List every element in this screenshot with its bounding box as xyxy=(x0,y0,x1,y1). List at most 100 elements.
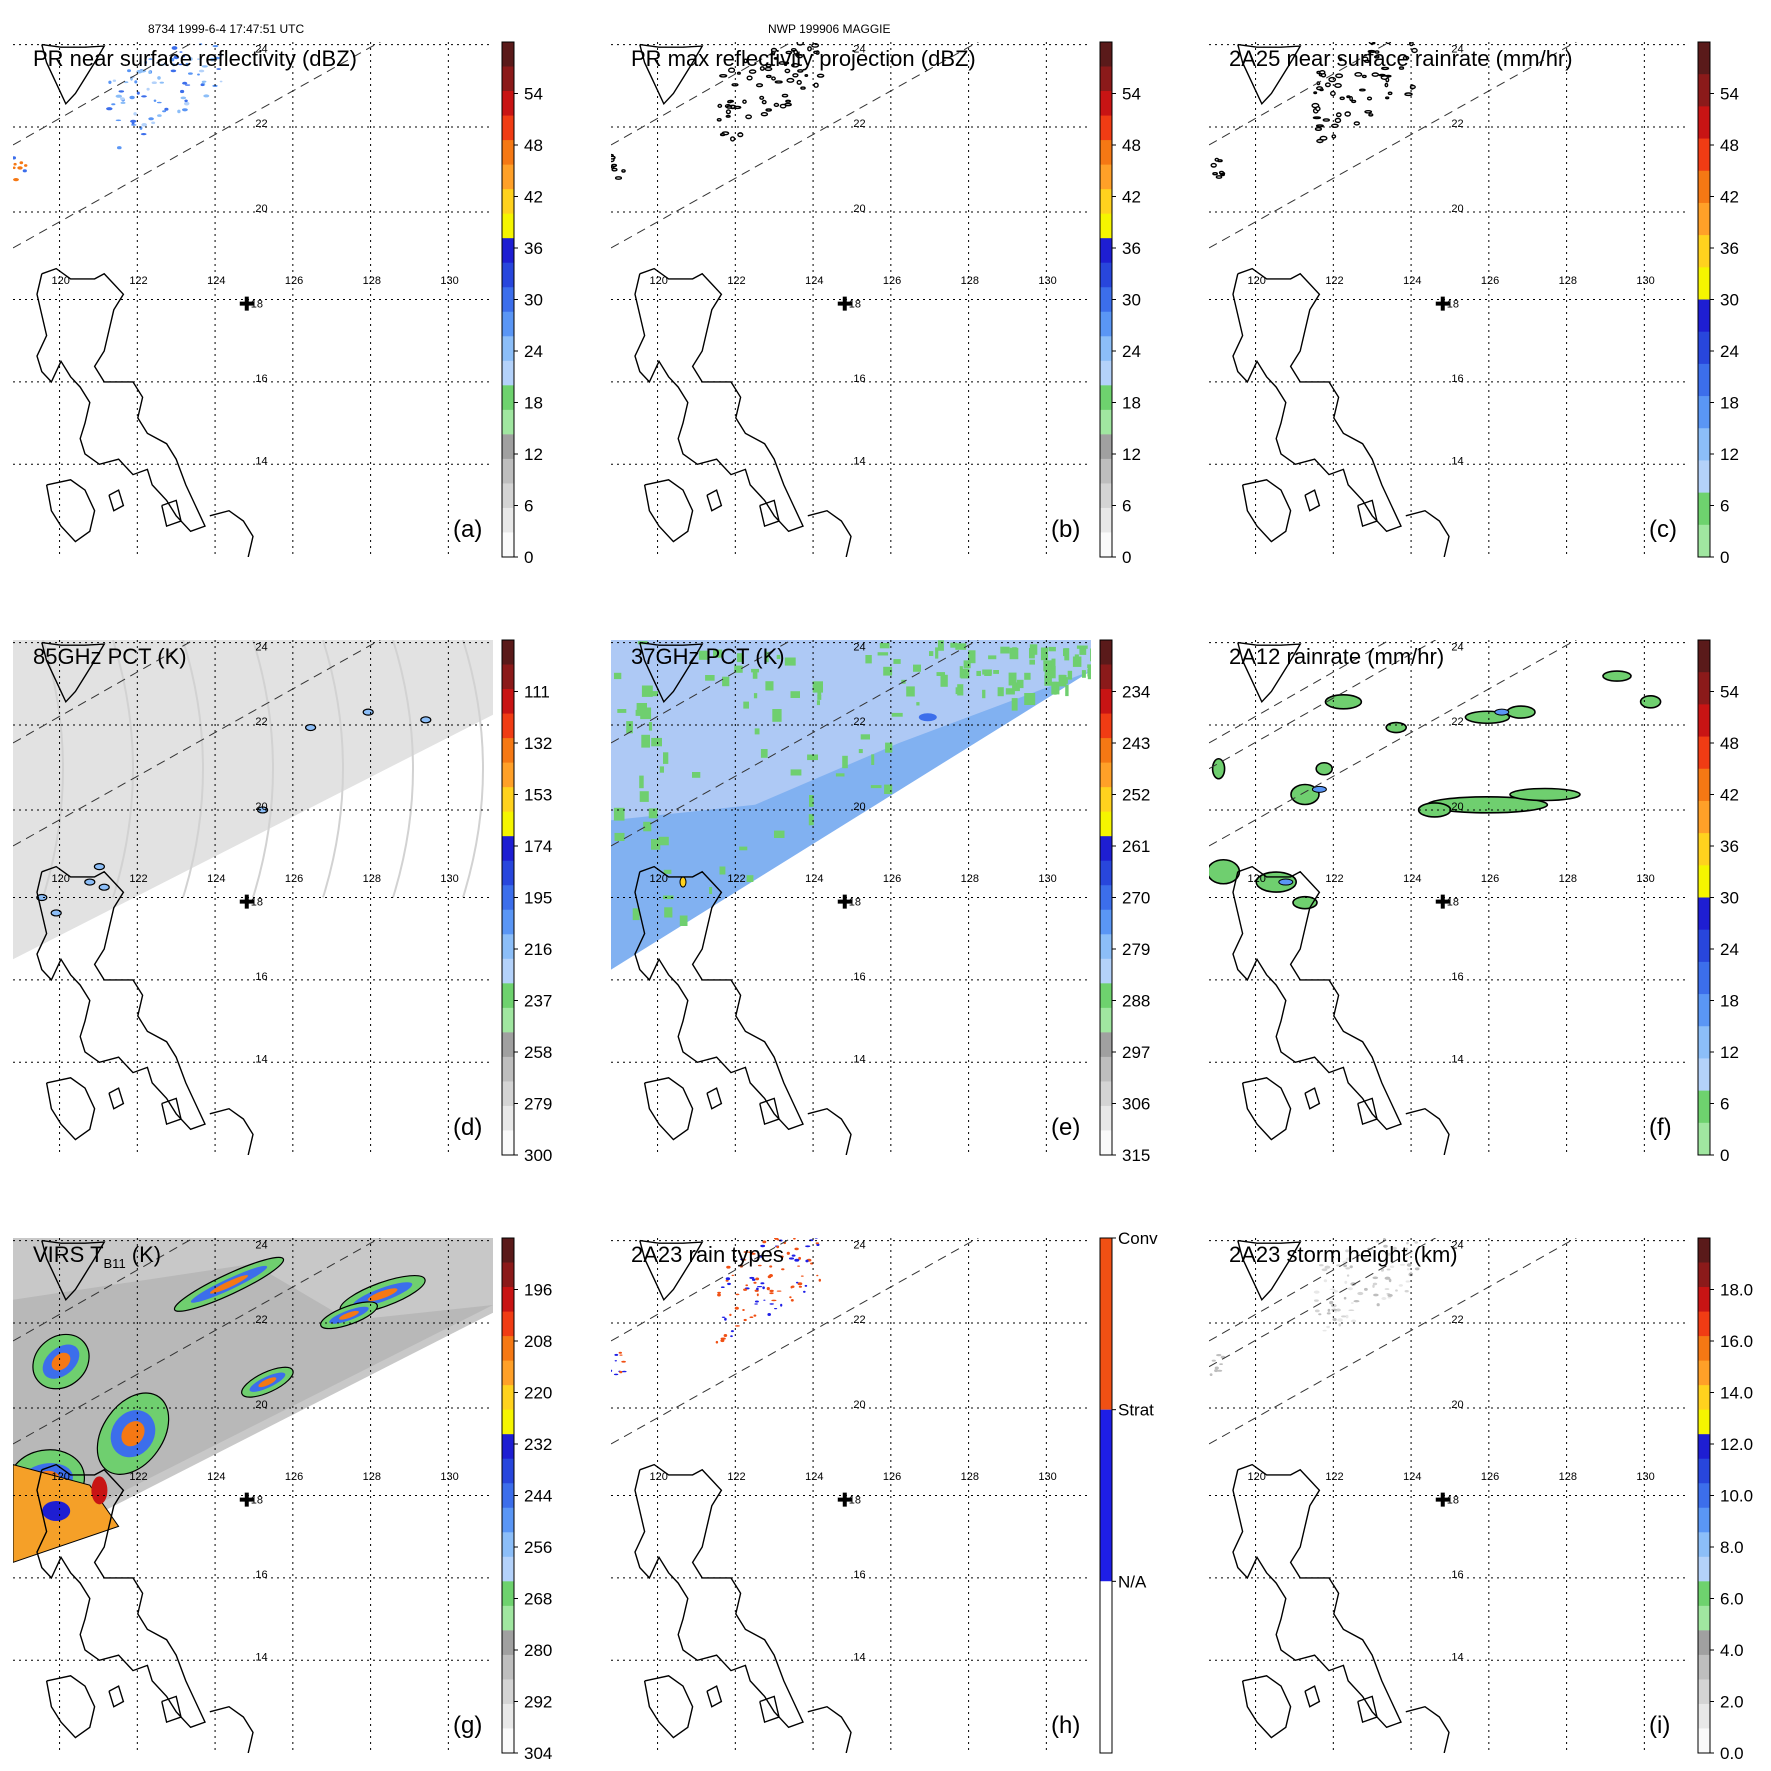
rain-cell xyxy=(210,20,214,23)
longitude-label: 126 xyxy=(285,1471,303,1483)
colorbar-tick-label: 42 xyxy=(1122,188,1141,207)
land-surface xyxy=(617,709,627,713)
pr-swath-edge xyxy=(13,42,381,249)
rain-cell xyxy=(180,89,185,94)
colorbar-swatch xyxy=(1100,909,1112,935)
rain-contour xyxy=(1368,113,1374,117)
rain-type-pixel xyxy=(622,1370,627,1373)
coastline xyxy=(209,1107,254,1155)
colorbar-tick-label: 196 xyxy=(524,1281,552,1300)
storm-height-pixel xyxy=(1346,1274,1350,1277)
longitude-label: 124 xyxy=(1403,275,1421,287)
rain-cell xyxy=(200,83,205,87)
coastline xyxy=(1237,43,1302,106)
colorbar-tick-label: 261 xyxy=(1122,837,1150,856)
longitude-label: 126 xyxy=(1481,873,1499,885)
colorbar-swatch xyxy=(1698,363,1710,397)
coastline xyxy=(634,865,804,1131)
latitude-label: 20 xyxy=(853,203,865,215)
colorbar-swatch xyxy=(1698,267,1710,300)
storm-height-pixel xyxy=(1329,1300,1334,1305)
land-surface xyxy=(1009,647,1019,660)
rain-contour xyxy=(716,118,722,122)
colorbar-swatch xyxy=(502,1409,514,1435)
rain-contour xyxy=(759,66,765,71)
rain-type-pixel xyxy=(790,1285,793,1289)
rain-type-pixel xyxy=(800,1275,804,1277)
longitude-label: 128 xyxy=(1559,873,1577,885)
longitude-label: 120 xyxy=(52,1471,70,1483)
colorbar-swatch xyxy=(1100,213,1112,239)
rain-type-pixel xyxy=(753,1314,757,1317)
rain-type-pixel xyxy=(725,1279,729,1282)
storm-height-pixel xyxy=(1414,1267,1420,1271)
colorbar-tick-label: 48 xyxy=(524,136,543,155)
panel-title: 85GHz PCT (K) xyxy=(33,644,187,669)
storm-center-icon xyxy=(1435,296,1450,311)
longitude-label: 130 xyxy=(1636,873,1654,885)
rain-cell xyxy=(206,33,210,36)
latitude-label: 14 xyxy=(853,455,865,467)
colorbar-swatch xyxy=(1698,524,1710,558)
colorbar-swatch xyxy=(1698,1458,1710,1484)
storm-height-pixel xyxy=(1414,1241,1418,1244)
land-surface xyxy=(650,691,658,697)
rain-contour xyxy=(1373,55,1380,59)
cold-cell xyxy=(36,893,48,902)
cold-cell xyxy=(305,723,317,732)
latitude-label: 16 xyxy=(1451,971,1463,983)
colorbar-tick-label: 54 xyxy=(1720,85,1739,104)
land-surface xyxy=(632,908,640,921)
center-latitude-label: 18 xyxy=(1447,299,1459,311)
rain-cell xyxy=(180,96,187,100)
storm-height-pixel xyxy=(1321,1268,1328,1272)
colorbar-tick-label: 42 xyxy=(524,188,543,207)
colorbar-swatch xyxy=(1698,865,1710,898)
rain-cell xyxy=(189,57,193,61)
colorbar-swatch xyxy=(1100,1032,1112,1058)
coastline xyxy=(1232,865,1402,1131)
land-surface xyxy=(916,702,920,706)
rain-cell xyxy=(159,81,164,84)
storm-height-pixel xyxy=(1382,1233,1386,1236)
rain-cell xyxy=(197,73,200,76)
colorbar-tick-label: 0 xyxy=(1720,1146,1729,1165)
land-surface xyxy=(950,642,957,648)
colorbar-swatch xyxy=(502,1630,514,1656)
storm-height-pixel xyxy=(1383,1238,1386,1241)
longitude-label: 120 xyxy=(1248,1471,1266,1483)
colorbar-swatch xyxy=(1698,1090,1710,1124)
colorbar-swatch xyxy=(1698,1679,1710,1705)
latitude-label: 22 xyxy=(255,118,267,130)
land-surface xyxy=(648,808,658,819)
scan-arc xyxy=(322,640,344,898)
latitude-label: 20 xyxy=(255,203,267,215)
granule-caption: 8734 1999-6-4 17:47:51 UTC xyxy=(148,22,305,36)
rain-type-pixel xyxy=(621,1360,626,1363)
rain-contour xyxy=(1401,26,1408,28)
rain-type-pixel xyxy=(816,1274,819,1277)
rain-cell xyxy=(140,133,147,136)
storm-height-pixel xyxy=(1324,1265,1331,1269)
storm-height-pixel xyxy=(1388,1278,1392,1283)
coastline xyxy=(634,267,804,533)
colorbar-swatch xyxy=(502,115,514,141)
colorbar-swatch xyxy=(1698,736,1710,770)
rain-type-pixel xyxy=(774,1238,778,1240)
rain-contour xyxy=(1374,50,1380,54)
land-surface xyxy=(739,846,748,851)
colorbar-swatch xyxy=(1100,164,1112,190)
land-surface xyxy=(1040,647,1049,661)
panel-plot-area: 120 122 124 126 128 130 24 22 20 16 14 18 VIRS TB11 … xyxy=(13,1238,493,1753)
land-surface xyxy=(613,807,625,821)
colorbar-tick-label: 54 xyxy=(524,85,543,104)
colorbar-swatch xyxy=(502,213,514,239)
rain-cell xyxy=(141,95,147,98)
storm-height-pixel xyxy=(1314,1299,1319,1302)
coastline xyxy=(639,1239,704,1302)
rain-type-pixel xyxy=(742,1309,745,1311)
latitude-label: 22 xyxy=(1451,716,1463,728)
land-surface xyxy=(816,700,820,706)
coastline xyxy=(759,1695,780,1724)
longitude-label: 128 xyxy=(1559,275,1577,287)
